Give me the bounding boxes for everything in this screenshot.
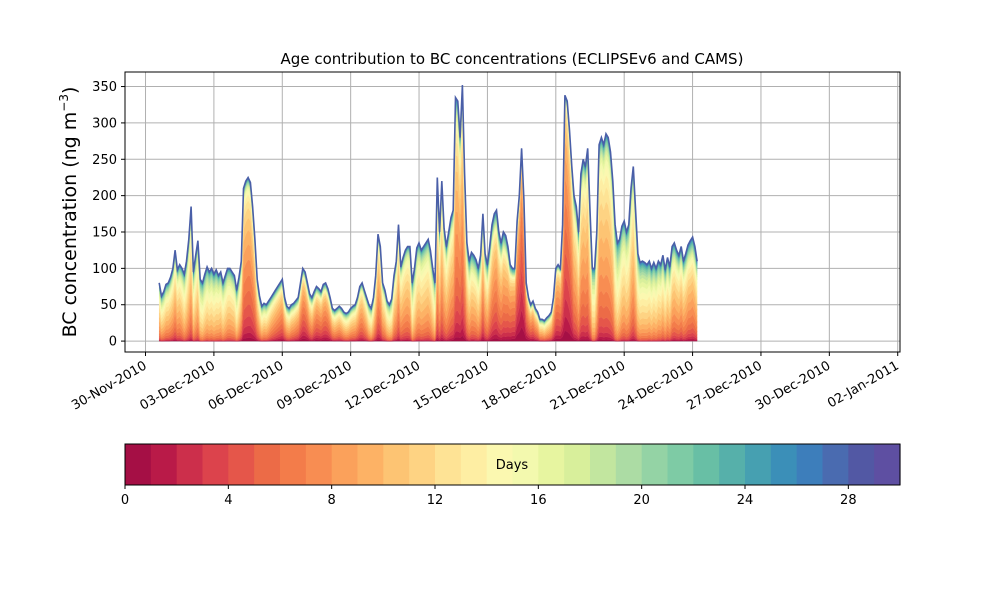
colorbar-tick-label: 12 <box>427 493 444 508</box>
colorbar-segment <box>331 444 359 485</box>
colorbar-segment <box>357 444 384 485</box>
x-axis-ticks: 30-Nov-201003-Dec-201006-Dec-201009-Dec-… <box>69 352 902 414</box>
x-tick-label: 30-Dec-2010 <box>753 358 833 413</box>
plot-frame <box>124 71 901 353</box>
y-axis-ticks: 0 50 100 150 200 250 300 350 <box>92 80 125 350</box>
x-tick-label: 06-Dec-2010 <box>206 358 286 413</box>
x-tick-label: 03-Dec-2010 <box>138 358 218 413</box>
colorbar-segment <box>254 444 281 485</box>
x-tick-label: 15-Dec-2010 <box>411 358 491 413</box>
colorbar-segment <box>409 444 436 485</box>
colorbar-tick-label: 4 <box>224 493 232 508</box>
colorbar-tick-label: 28 <box>840 493 857 508</box>
x-tick-label: 18-Dec-2010 <box>479 358 559 413</box>
colorbar-tick-label: 8 <box>328 493 336 508</box>
colorbar-ticks: 0 4 8 12 16 20 24 28 <box>121 485 857 508</box>
colorbar-tick-label: 24 <box>737 493 754 508</box>
x-tick-label: 24-Dec-2010 <box>616 358 696 413</box>
colorbar-segment <box>176 444 204 485</box>
colorbar-segment <box>512 444 539 485</box>
colorbar-frame <box>124 443 901 486</box>
colorbar-segment <box>383 444 410 485</box>
x-tick-label: 27-Dec-2010 <box>685 358 765 413</box>
colorbar-segment <box>874 444 901 485</box>
x-tick-label: 30-Nov-2010 <box>69 358 149 413</box>
colorbar-segment <box>228 444 255 485</box>
y-tick-label: 100 <box>92 262 117 277</box>
colorbar-segment <box>538 444 565 485</box>
y-tick-label: 300 <box>92 116 117 131</box>
colorbar-segment <box>796 444 824 485</box>
y-tick-label: 200 <box>92 189 117 204</box>
colorbar-segment <box>848 444 875 485</box>
x-tick-label: 02-Jan-2011 <box>825 358 902 411</box>
colorbar-label: Days <box>496 458 529 473</box>
colorbar-segment <box>745 444 772 485</box>
colorbar-segment <box>822 444 849 485</box>
y-tick-label: 250 <box>92 153 117 168</box>
colorbar-segment <box>202 444 229 485</box>
colorbar-segment <box>280 444 307 485</box>
colorbar-tick-label: 20 <box>633 493 650 508</box>
x-tick-label: 09-Dec-2010 <box>274 358 354 413</box>
colorbar-segment <box>770 444 798 485</box>
colorbar-segment <box>615 444 643 485</box>
colorbar-segment <box>486 444 514 485</box>
colorbar-segment <box>693 444 720 485</box>
colorbar-segment <box>564 444 591 485</box>
x-tick-label: 12-Dec-2010 <box>343 358 423 413</box>
colorbar-tick-label: 16 <box>530 493 547 508</box>
colorbar-segment <box>150 444 178 485</box>
colorbar-segment <box>641 444 669 485</box>
y-tick-label: 0 <box>109 335 117 350</box>
colorbar-segment <box>125 444 152 485</box>
colorbar-segment <box>667 444 694 485</box>
colorbar-segment <box>590 444 617 485</box>
total-outline <box>158 85 698 322</box>
y-tick-label: 350 <box>92 80 117 95</box>
y-tick-label: 50 <box>100 298 117 313</box>
colorbar <box>125 444 901 485</box>
colorbar-segment <box>435 444 462 485</box>
colorbar-tick-label: 0 <box>121 493 129 508</box>
y-axis-label: BC concentration (ng m−3) <box>57 87 81 338</box>
chart-title: Age contribution to BC concentrations (E… <box>281 50 744 68</box>
colorbar-segment <box>460 444 488 485</box>
colorbar-segment <box>305 444 333 485</box>
y-tick-label: 150 <box>92 226 117 241</box>
colorbar-segment <box>719 444 746 485</box>
x-tick-label: 21-Dec-2010 <box>548 358 628 413</box>
